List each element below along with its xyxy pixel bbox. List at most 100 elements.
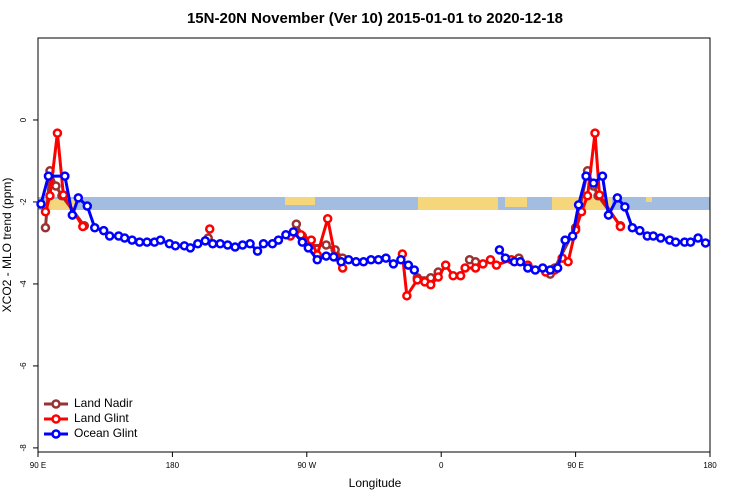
data-point xyxy=(433,272,443,282)
data-point xyxy=(388,259,399,269)
data-point xyxy=(470,263,481,273)
data-point xyxy=(321,240,331,250)
y-tick-label: -6 xyxy=(19,362,28,370)
data-point xyxy=(127,235,137,245)
data-point xyxy=(200,236,211,246)
x-tick-label: 0 xyxy=(439,461,444,470)
data-point xyxy=(222,240,233,250)
data-point xyxy=(45,191,55,201)
data-point xyxy=(425,280,436,290)
y-axis-label: XCO2 - MLO trend (ppm) xyxy=(0,178,14,313)
series-line xyxy=(43,169,622,280)
data-point xyxy=(36,199,46,209)
data-point xyxy=(563,257,573,267)
data-point xyxy=(597,171,608,181)
data-point xyxy=(485,255,496,265)
data-point xyxy=(635,225,645,236)
data-point xyxy=(494,245,505,255)
data-point xyxy=(440,260,451,270)
data-point xyxy=(321,251,331,261)
data-point xyxy=(343,255,354,265)
data-point xyxy=(43,171,54,181)
data-point xyxy=(98,225,109,236)
data-point xyxy=(52,128,63,138)
data-point xyxy=(700,238,711,248)
data-point xyxy=(515,257,526,267)
data-point xyxy=(306,235,317,245)
legend-marker xyxy=(51,414,61,424)
data-point xyxy=(560,235,570,245)
x-tick-label: 180 xyxy=(703,461,717,470)
data-point xyxy=(291,219,302,229)
data-point xyxy=(67,210,78,220)
data-point xyxy=(530,265,541,275)
data-point xyxy=(500,253,511,263)
data-point xyxy=(78,221,88,232)
data-point xyxy=(685,237,696,247)
data-point xyxy=(82,201,93,211)
data-point xyxy=(612,193,623,203)
data-point xyxy=(402,291,412,301)
data-point xyxy=(245,239,255,249)
data-point xyxy=(258,239,269,249)
data-point xyxy=(336,257,346,267)
data-point xyxy=(134,237,145,247)
data-point xyxy=(590,128,600,138)
data-point xyxy=(297,237,308,247)
data-point xyxy=(693,233,703,243)
data-point xyxy=(409,265,420,275)
y-tick-label: 0 xyxy=(19,117,28,122)
data-point xyxy=(381,253,391,263)
data-point xyxy=(491,260,502,270)
legend-marker xyxy=(51,399,61,409)
data-point xyxy=(588,178,599,188)
data-point xyxy=(655,233,666,243)
x-axis-label: Longitude xyxy=(349,476,402,490)
data-point xyxy=(104,231,115,241)
data-point xyxy=(412,275,423,285)
legend-label: Ocean Glint xyxy=(74,426,138,440)
data-point xyxy=(603,210,614,220)
x-tick-label: 180 xyxy=(166,461,180,470)
y-tick-label: -2 xyxy=(19,198,28,206)
plot-frame xyxy=(37,37,711,453)
data-point xyxy=(478,259,488,269)
data-point xyxy=(288,227,299,237)
data-point xyxy=(545,265,555,275)
y-tick-label: -4 xyxy=(19,280,28,288)
data-point xyxy=(615,221,626,232)
data-point xyxy=(204,224,215,234)
data-point xyxy=(620,202,630,212)
data-point xyxy=(303,243,314,253)
data-point xyxy=(322,214,333,224)
data-point xyxy=(281,230,291,240)
data-point xyxy=(537,263,548,273)
data-point xyxy=(40,207,51,217)
data-point xyxy=(351,257,361,267)
data-point xyxy=(396,255,406,265)
data-point xyxy=(89,223,100,233)
data-point xyxy=(358,257,369,267)
data-point xyxy=(312,255,323,265)
data-point xyxy=(142,237,152,247)
data-point xyxy=(252,246,263,256)
data-point xyxy=(60,171,70,181)
data-point xyxy=(455,270,466,281)
legend-marker xyxy=(51,429,61,439)
data-point xyxy=(373,255,384,265)
data-point xyxy=(627,223,638,233)
x-tick-label: 90 W xyxy=(297,461,316,470)
chart-title: 15N-20N November (Ver 10) 2015-01-01 to … xyxy=(187,10,563,27)
legend-label: Land Glint xyxy=(74,411,129,425)
data-point xyxy=(448,270,458,281)
data-point xyxy=(594,190,605,200)
data-point xyxy=(273,235,284,245)
data-point xyxy=(40,223,51,233)
data-point xyxy=(670,237,681,247)
data-point xyxy=(366,255,376,265)
data-point xyxy=(193,239,203,249)
data-point xyxy=(58,190,69,200)
data-point xyxy=(230,242,240,252)
data-point xyxy=(170,241,181,251)
